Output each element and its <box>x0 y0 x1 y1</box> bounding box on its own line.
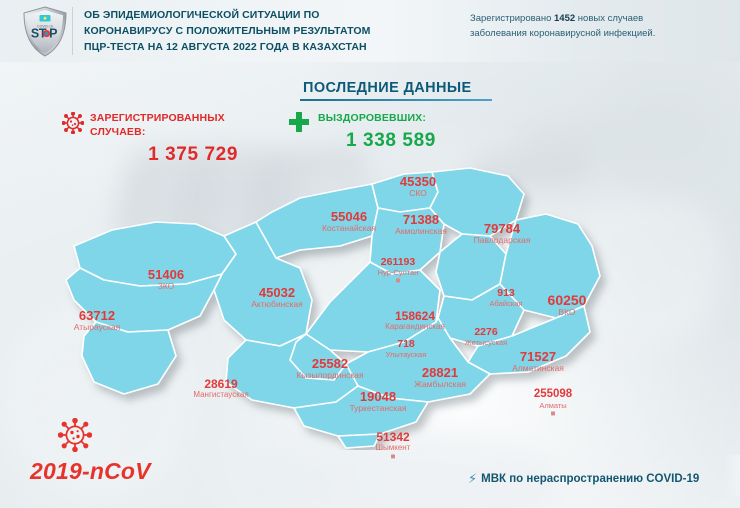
coronavirus-icon <box>61 111 85 135</box>
registered-cases-label: ЗАРЕГИСТРИРОВАННЫХ СЛУЧАЕВ: <box>62 112 262 140</box>
background-blur-shape <box>240 430 560 508</box>
new-cases-note: Зарегистрировано 1452 новых случаев забо… <box>470 12 732 41</box>
header-bar <box>0 0 740 62</box>
recovered-stat: ВЫЗДОРОВЕВШИХ: 1 338 589 <box>290 112 490 152</box>
stop-shield-logo: COVID-19 ST P <box>22 6 68 58</box>
new-cases-number: 1452 <box>554 13 576 24</box>
svg-text:COVID-19: COVID-19 <box>37 25 53 29</box>
recovered-label: ВЫЗДОРОВЕВШИХ: <box>318 112 426 124</box>
latest-data-underline <box>300 99 492 101</box>
plus-icon <box>289 112 309 132</box>
new-cases-suffix: новых случаев <box>575 13 644 24</box>
new-cases-line2: заболевания коронавирусной инфекцией. <box>470 27 656 39</box>
registered-cases-stat: ЗАРЕГИСТРИРОВАННЫХ СЛУЧАЕВ: 1 375 729 <box>62 112 262 166</box>
ncov-wordmark: 2019-nCoV <box>30 458 151 484</box>
page-title: ОБ ЭПИДЕМИОЛОГИЧЕСКОЙ СИТУАЦИИ ПО КОРОНА… <box>84 8 444 56</box>
title-line-1: ОБ ЭПИДЕМИОЛОГИЧЕСКОЙ СИТУАЦИИ ПО <box>84 9 320 21</box>
registered-cases-label-line2: СЛУЧАЕВ: <box>90 125 146 138</box>
header-divider <box>72 7 73 55</box>
kazakhstan-map <box>0 150 740 450</box>
coronavirus-icon <box>57 417 93 453</box>
footer-text: МВК по нераспространению COVID-19 <box>481 473 700 485</box>
registered-cases-label-line1: ЗАРЕГИСТРИРОВАННЫХ <box>90 112 225 124</box>
new-cases-prefix: Зарегистрировано <box>470 13 555 24</box>
title-line-2: КОРОНАВИРУСУ С ПОЛОЖИТЕЛЬНЫМ РЕЗУЛЬТАТОМ <box>84 24 371 37</box>
registered-cases-value: 1 375 729 <box>148 143 238 165</box>
background-blur-shape <box>600 60 740 190</box>
latest-data-heading: ПОСЛЕДНИЕ ДАННЫЕ <box>303 80 472 96</box>
recovered-value: 1 338 589 <box>346 129 436 151</box>
title-line-3: ПЦР-ТЕСТА НА 12 АВГУСТА 2022 ГОДА В КАЗА… <box>84 40 367 53</box>
bolt-icon: ⚡ <box>468 471 478 486</box>
footer-credit: ⚡ МВК по нераспространению COVID-19 <box>468 470 699 486</box>
footer-edge-fade <box>724 455 740 495</box>
